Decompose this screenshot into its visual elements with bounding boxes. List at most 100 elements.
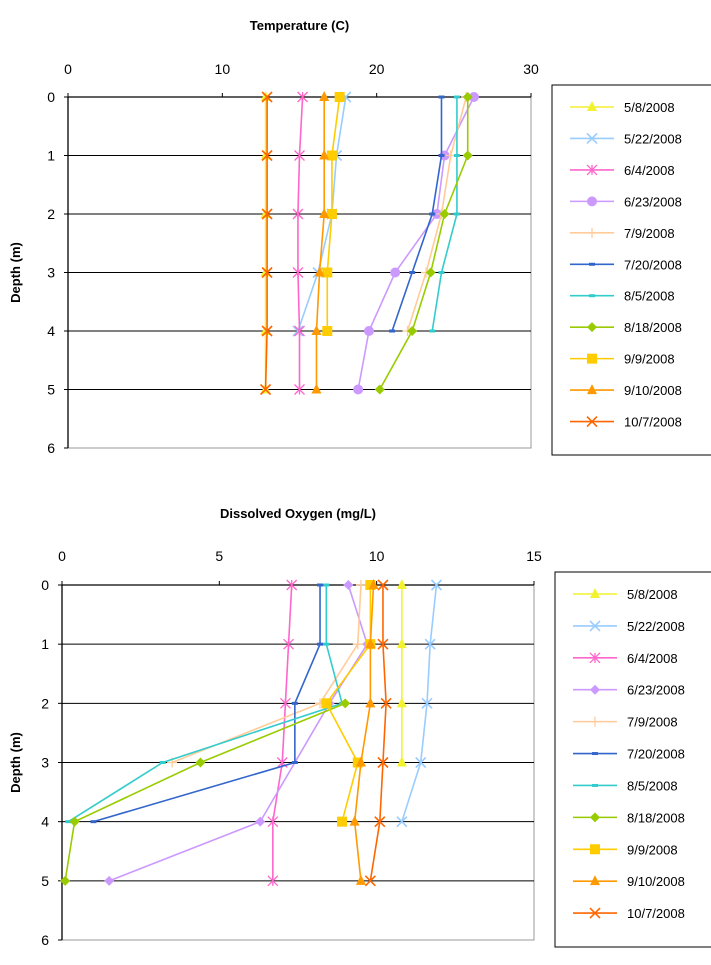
data-point [429,329,436,333]
data-point [326,209,337,219]
data-point [291,761,298,764]
data-point [377,579,389,591]
data-point [453,154,460,157]
x-tick-label: 10 [215,61,231,77]
legend-item: 5/8/2008 [573,587,678,602]
legend-item: 8/18/2008 [570,320,682,335]
data-point [65,820,72,824]
data-point [292,325,304,337]
legend-label: 5/8/2008 [624,100,675,115]
series-5-8-2008 [396,579,407,767]
legend-swatch-marker [587,196,597,207]
y-tick-label: 6 [47,440,55,456]
legend-label: 8/18/2008 [627,810,685,825]
x-tick-label: 0 [64,61,72,77]
data-point [267,875,279,887]
x-tick-label: 0 [58,548,66,564]
series-8-18-2008 [60,698,351,886]
data-point [294,384,305,395]
data-point [261,91,273,103]
data-point [438,95,445,99]
series-8-5-2008 [429,95,460,333]
data-point [261,325,273,337]
legend-box [551,84,711,456]
x-tick-label: 30 [523,61,539,77]
legend-label: 7/20/2008 [627,747,685,762]
legend-swatch-marker [592,783,598,787]
data-point [396,697,407,708]
data-point [424,638,436,650]
data-point [294,325,305,337]
series-line [264,97,268,390]
legend-label: 9/10/2008 [627,874,685,889]
data-point [407,326,418,336]
y-tick-label: 0 [41,577,49,593]
data-point [353,384,364,395]
data-point [396,579,407,589]
legend-swatch-marker [587,227,597,238]
legend-swatch-marker [590,716,600,727]
data-point [292,208,304,220]
legend-label: 6/23/2008 [627,683,685,698]
legend-item: 7/20/2008 [573,747,685,762]
series-9-10-2008 [311,91,330,394]
data-point [321,698,332,709]
data-point [415,756,427,769]
legend-label: 9/9/2008 [624,352,675,367]
y-axis-label: Depth (m) [8,732,23,793]
data-point [261,149,273,162]
legend-item: 10/7/2008 [573,906,685,921]
legend-swatch-marker [587,384,597,395]
legend-label: 6/4/2008 [627,651,678,666]
data-point [159,761,166,764]
y-tick-label: 6 [41,932,49,948]
legend-item: 8/5/2008 [573,778,678,793]
series-line [315,97,325,390]
data-point [365,580,376,590]
legend-label: 7/9/2008 [627,715,678,730]
data-point [261,266,273,279]
legend-item: 9/10/2008 [570,383,682,398]
series-6-23-2008 [353,92,479,395]
data-point [349,815,360,826]
series-line [64,702,346,881]
series-line [108,584,369,882]
legend-swatch-marker [590,875,600,886]
data-point [337,816,348,827]
series-10-7-2008 [364,579,392,887]
series-7-20-2008 [90,583,324,824]
data-point [355,874,366,885]
data-point [438,271,445,274]
series-8-18-2008 [374,92,473,395]
chart-title: Temperature (C) [250,18,349,33]
legend-label: 7/20/2008 [624,257,682,272]
legend-item: 7/20/2008 [570,257,682,272]
y-tick-label: 4 [41,814,49,830]
data-point [439,209,450,219]
x-tick-label: 5 [215,548,223,564]
legend-label: 8/5/2008 [624,289,675,304]
series-5-8-2008 [260,91,271,394]
data-point [291,701,298,705]
data-point [322,326,333,336]
series-line [357,96,475,390]
legend-swatch-marker [587,101,597,111]
data-point [294,150,305,161]
series-7-9-2008 [167,580,366,768]
data-point [69,816,80,827]
series-line [171,584,362,764]
data-point [396,756,407,767]
legend-item: 5/22/2008 [573,619,685,634]
legend-label: 10/7/2008 [627,906,685,921]
data-point [374,384,385,395]
data-point [261,208,273,220]
series-9-10-2008 [349,579,379,885]
data-point [355,756,366,767]
legend-item: 10/7/2008 [570,415,682,430]
data-point [322,267,333,278]
legend-swatch-marker [589,262,595,266]
series-7-20-2008 [389,95,445,333]
data-point [368,579,379,589]
data-point [389,329,396,333]
